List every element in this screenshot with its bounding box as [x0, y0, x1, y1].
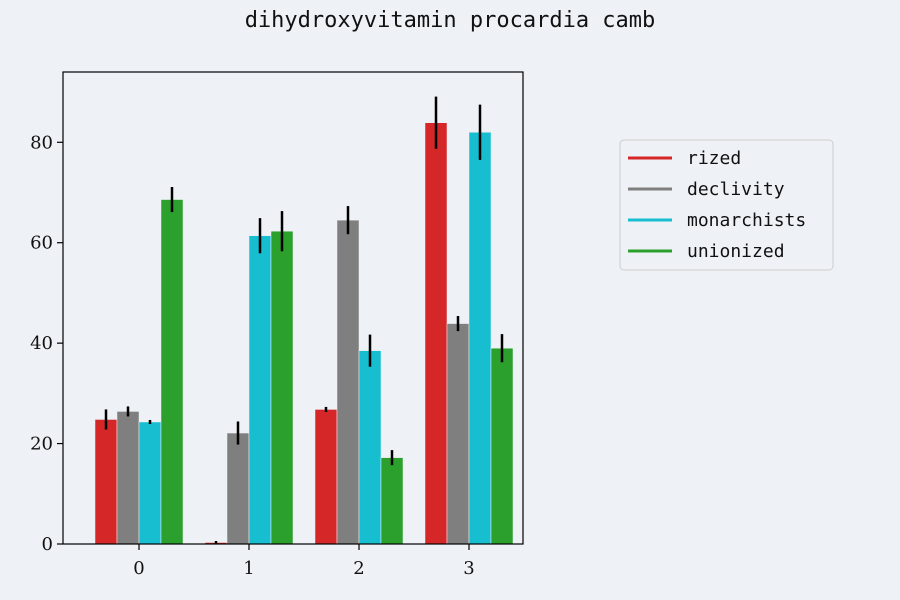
legend-box	[619, 139, 834, 271]
x-tick-label-1: 1	[243, 558, 254, 579]
bar-unionized-0	[160, 199, 184, 545]
bar-declivity-2	[336, 219, 360, 545]
bar-monarchists-3	[468, 132, 492, 545]
bar-declivity-1	[226, 432, 250, 545]
x-tick-label-2: 2	[353, 558, 364, 579]
y-tick-label-0: 0	[42, 534, 53, 555]
bar-declivity-0	[116, 411, 140, 545]
bar-unionized-3	[490, 347, 514, 545]
plot-frame	[62, 71, 524, 545]
bar-monarchists-0	[138, 421, 162, 545]
bar-rized-3	[424, 122, 448, 545]
x-tick-label-3: 3	[463, 558, 474, 579]
legend-label-rized: rized	[687, 148, 741, 169]
legend-label-declivity: declivity	[687, 179, 785, 200]
legend-label-unionized: unionized	[687, 241, 785, 262]
bar-monarchists-1	[248, 235, 272, 545]
y-tick-label-40: 40	[30, 333, 53, 354]
bar-declivity-3	[446, 323, 470, 545]
bar-unionized-2	[380, 457, 404, 545]
y-tick-label-80: 80	[30, 132, 53, 153]
legend-label-monarchists: monarchists	[687, 210, 806, 231]
chart-title: dihydroxyvitamin procardia camb	[244, 8, 656, 33]
bar-rized-0	[94, 419, 118, 545]
y-tick-label-20: 20	[30, 434, 53, 455]
bar-unionized-1	[270, 230, 294, 545]
y-tick-label-60: 60	[30, 233, 53, 254]
bar-monarchists-2	[358, 350, 382, 545]
bar-rized-2	[314, 409, 338, 545]
x-tick-label-0: 0	[133, 558, 144, 579]
